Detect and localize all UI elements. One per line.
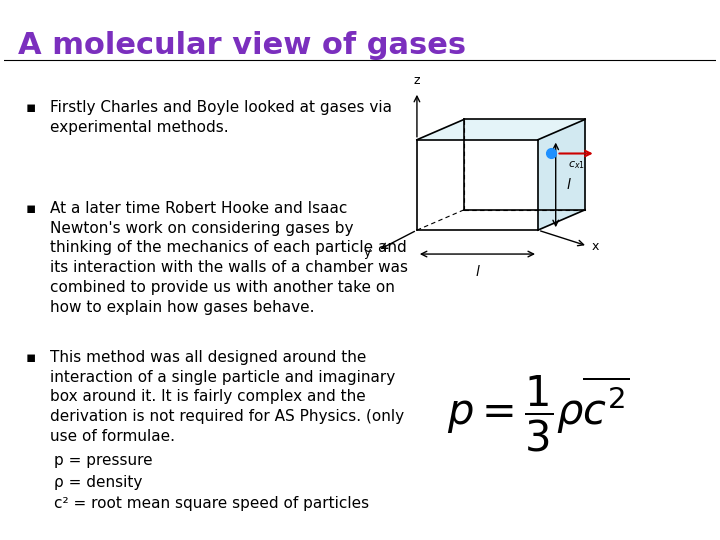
- Text: $l$: $l$: [567, 178, 572, 192]
- Text: At a later time Robert Hooke and Isaac
Newton's work on considering gases by
thi: At a later time Robert Hooke and Isaac N…: [50, 201, 408, 315]
- Text: This method was all designed around the
interaction of a single particle and ima: This method was all designed around the …: [50, 350, 405, 444]
- Text: z: z: [414, 73, 420, 86]
- Text: ▪: ▪: [25, 201, 36, 216]
- Text: Firstly Charles and Boyle looked at gases via
experimental methods.: Firstly Charles and Boyle looked at gase…: [50, 100, 392, 134]
- Text: ▪: ▪: [25, 100, 36, 115]
- Text: ▪: ▪: [25, 350, 36, 364]
- Text: c² = root mean square speed of particles: c² = root mean square speed of particles: [54, 496, 369, 511]
- Polygon shape: [538, 119, 585, 230]
- Text: ρ = density: ρ = density: [54, 475, 143, 490]
- Text: $p = \dfrac{1}{3}\rho\overline{c^{2}}$: $p = \dfrac{1}{3}\rho\overline{c^{2}}$: [446, 374, 629, 454]
- Polygon shape: [417, 119, 585, 140]
- Text: $l$: $l$: [474, 264, 480, 279]
- Text: A molecular view of gases: A molecular view of gases: [19, 31, 467, 60]
- Text: x: x: [591, 240, 598, 253]
- Text: p = pressure: p = pressure: [54, 454, 153, 468]
- Text: $c_{x1}$: $c_{x1}$: [567, 159, 585, 171]
- Text: y: y: [364, 246, 371, 259]
